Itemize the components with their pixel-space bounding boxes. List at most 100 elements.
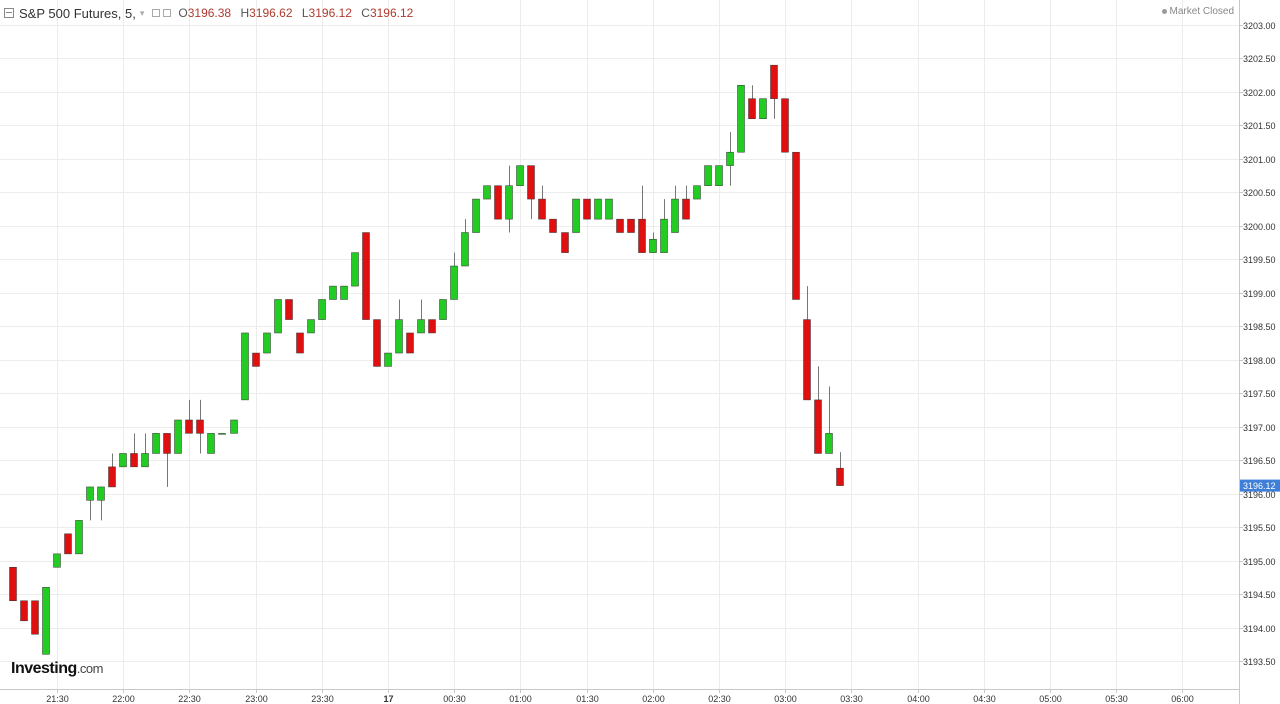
candle-body xyxy=(152,433,160,454)
candle-body xyxy=(185,419,193,434)
candle-body xyxy=(285,299,293,320)
candle xyxy=(605,198,613,220)
candle xyxy=(583,198,591,220)
visibility-icon[interactable] xyxy=(152,9,161,17)
candle-body xyxy=(748,98,756,119)
candle xyxy=(185,399,193,434)
candle xyxy=(97,486,105,521)
last-price-tag: 3196.12 xyxy=(1240,479,1280,492)
candle-body xyxy=(31,600,39,635)
candle xyxy=(715,165,723,186)
candle-body xyxy=(616,218,624,233)
y-tick-label: 3202.00 xyxy=(1243,88,1276,98)
candle xyxy=(417,299,425,334)
y-tick-label: 3201.50 xyxy=(1243,121,1276,131)
candle-body xyxy=(141,453,149,468)
candle xyxy=(649,232,657,253)
candle-body xyxy=(130,453,138,468)
y-tick-label: 3203.00 xyxy=(1243,21,1276,31)
x-tick-label: 02:00 xyxy=(642,694,665,704)
close-key: C xyxy=(361,6,370,20)
price-axis[interactable]: 3193.50 3194.00 3194.50 3195.00 3195.50 3196.… xyxy=(1239,21,1276,667)
low-value: 3196.12 xyxy=(308,6,352,20)
candle-body xyxy=(682,198,690,220)
y-tick-label: 3199.00 xyxy=(1243,289,1276,299)
candle-body xyxy=(428,319,436,334)
candle xyxy=(561,232,569,253)
candle-body xyxy=(627,218,635,233)
candle xyxy=(726,132,734,186)
candle-body xyxy=(825,433,833,454)
settings-icon[interactable] xyxy=(163,9,172,17)
y-tick-label: 3196.00 xyxy=(1243,490,1276,500)
candle-body xyxy=(572,198,580,233)
candle-body xyxy=(274,299,282,334)
candle xyxy=(627,218,635,233)
x-tick-label: 04:30 xyxy=(973,694,996,704)
candle xyxy=(472,198,480,233)
candle-body xyxy=(406,332,414,354)
y-tick-label: 3194.00 xyxy=(1243,624,1276,634)
candle xyxy=(152,433,160,454)
candle-body xyxy=(494,185,502,220)
y-tick-label: 3195.50 xyxy=(1243,523,1276,533)
candle-body xyxy=(86,486,94,501)
candle xyxy=(252,352,260,367)
candle-body xyxy=(715,165,723,186)
candle xyxy=(340,285,348,300)
candle xyxy=(616,218,624,233)
high-key: H xyxy=(240,6,250,20)
candle xyxy=(373,319,381,367)
candle xyxy=(836,452,844,486)
x-tick-label: 22:00 xyxy=(112,694,135,704)
x-tick-label: 22:30 xyxy=(178,694,201,704)
low-key: L xyxy=(301,6,309,20)
high-value: 3196.62 xyxy=(249,6,293,20)
time-axis[interactable]: 21:30 22:00 22:30 23:00 23:30 17 00:30 01:00 01:… xyxy=(46,689,1194,704)
candle-body xyxy=(704,165,712,186)
x-tick-label: 21:30 xyxy=(46,694,69,704)
candle xyxy=(64,533,72,555)
chevron-down-icon[interactable]: ▾ xyxy=(139,7,145,18)
candle xyxy=(141,433,149,468)
x-tick-label: 23:00 xyxy=(245,694,268,704)
candle xyxy=(660,199,668,253)
last-price-tag-bg xyxy=(1240,479,1280,492)
candle xyxy=(384,352,392,367)
candle xyxy=(693,185,701,200)
x-tick-label: 03:00 xyxy=(774,694,797,704)
candle-body xyxy=(417,319,425,334)
candle xyxy=(230,419,238,434)
candle-body xyxy=(329,285,337,300)
candle-body xyxy=(241,332,249,401)
candle xyxy=(803,286,811,401)
candle xyxy=(682,185,690,220)
candle-body xyxy=(814,399,822,454)
candle-body xyxy=(693,185,701,200)
y-tick-label: 3201.00 xyxy=(1243,155,1276,165)
candle-body xyxy=(803,319,811,401)
candle-body xyxy=(770,64,778,99)
candle xyxy=(825,386,833,454)
candle-body xyxy=(439,299,447,320)
candle-body xyxy=(737,85,745,153)
candle-body xyxy=(218,433,226,435)
candle xyxy=(196,399,204,454)
candle xyxy=(263,332,271,354)
candle xyxy=(207,433,215,454)
candle-body xyxy=(759,98,767,119)
y-tick-label: 3200.50 xyxy=(1243,188,1276,198)
candle xyxy=(9,567,17,601)
candle xyxy=(351,252,359,287)
candle-body xyxy=(594,198,602,220)
x-tick-label: 01:30 xyxy=(576,694,599,704)
candle xyxy=(792,151,800,300)
y-tick-label: 3193.50 xyxy=(1243,657,1276,667)
candle-body xyxy=(836,467,844,486)
candle xyxy=(362,232,370,320)
candle-body xyxy=(649,238,657,253)
candle xyxy=(296,332,304,354)
candle-body xyxy=(64,533,72,555)
collapse-icon[interactable] xyxy=(4,8,14,18)
